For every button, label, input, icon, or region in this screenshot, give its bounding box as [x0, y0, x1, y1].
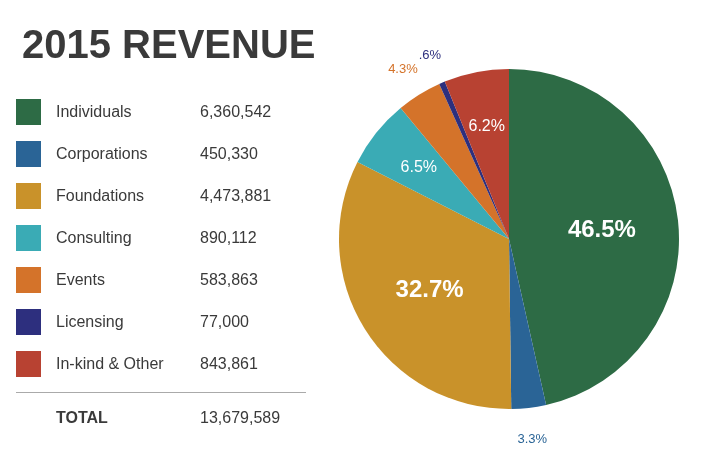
html-text:Licensing: Licensing: [56, 313, 124, 330]
html-text:Corporations: Corporations: [56, 145, 148, 162]
html-text:2015 REVENUE: 2015 REVENUE: [22, 22, 316, 66]
html-text:TOTAL: TOTAL: [56, 409, 108, 426]
html-text:583,863: 583,863: [200, 271, 258, 288]
html-text:843,861: 843,861: [200, 355, 258, 372]
svg-text:32.7%: 32.7%: [396, 275, 464, 302]
html-text:13,679,589: 13,679,589: [200, 409, 281, 426]
svg-text:6.2%: 6.2%: [469, 117, 505, 134]
svg-text:3.3%: 3.3%: [518, 431, 548, 444]
html-text:Foundations: Foundations: [56, 187, 145, 204]
html-text:4,473,881: 4,473,881: [200, 187, 272, 204]
svg-text:46.5%: 46.5%: [568, 215, 636, 242]
html-text:77,000: 77,000: [200, 313, 249, 330]
html-text:6,360,542: 6,360,542: [200, 103, 272, 120]
html-text:890,112: 890,112: [200, 229, 257, 246]
html-text:Individuals: Individuals: [56, 103, 132, 120]
svg-text:6.5%: 6.5%: [401, 158, 437, 175]
html-text:Consulting: Consulting: [56, 229, 132, 246]
svg-text:.6%: .6%: [419, 47, 442, 62]
svg-text:4.3%: 4.3%: [388, 61, 418, 76]
html-text:In-kind & Other: In-kind & Other: [56, 355, 164, 372]
html-text:Events: Events: [56, 271, 105, 288]
html-text:450,330: 450,330: [200, 145, 258, 162]
